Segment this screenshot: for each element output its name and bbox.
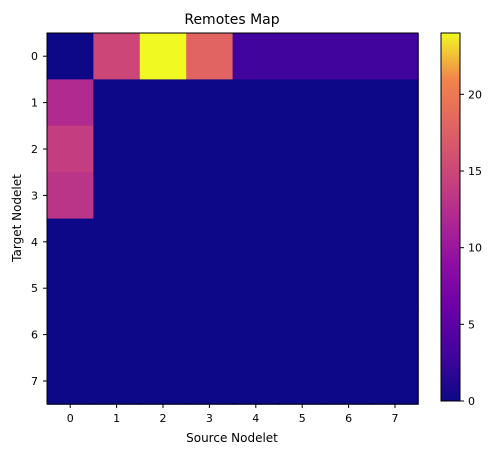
heatmap-cell — [93, 265, 141, 312]
heatmap-cell — [279, 125, 326, 173]
heatmap-cell — [186, 218, 234, 266]
heatmap-cell — [139, 172, 187, 220]
heatmap-cell — [232, 265, 280, 312]
plot-frame — [46, 32, 419, 405]
heatmap-cell — [371, 265, 419, 312]
heatmap-cell — [93, 125, 141, 173]
heatmap-cell — [325, 33, 373, 80]
x-tick-label: 4 — [252, 412, 259, 425]
colorbar — [440, 32, 461, 402]
heatmap-cell — [186, 79, 234, 127]
y-tick-label: 2 — [31, 143, 38, 156]
heatmap-cell — [325, 265, 373, 312]
heatmap-cell — [139, 125, 187, 173]
heatmap-cell — [47, 311, 94, 359]
heatmap-cell — [279, 79, 326, 127]
heatmap-cell — [279, 33, 326, 80]
heatmap-cell — [93, 311, 141, 359]
heatmap-cell — [232, 172, 280, 220]
x-tick-label: 3 — [206, 412, 213, 425]
x-axis-ticks: 0 1 2 3 4 5 6 7 — [67, 404, 399, 425]
y-tick-label: 0 — [31, 50, 38, 63]
heatmap-cell — [279, 172, 326, 220]
y-tick-label: 4 — [31, 236, 38, 249]
heatmap-cell — [325, 125, 373, 173]
heatmap-cell — [371, 33, 419, 80]
heatmap-cell — [371, 311, 419, 359]
y-tick-label: 6 — [31, 329, 38, 342]
heatmap-cell — [371, 357, 419, 405]
colorbar-tick-label: 5 — [468, 318, 475, 331]
x-axis-label: Source Nodelet — [186, 431, 278, 445]
heatmap-cell — [93, 79, 141, 127]
heatmap-cell — [93, 218, 141, 266]
y-tick-label: 5 — [31, 282, 38, 295]
y-axis-label: Target Nodelet — [10, 174, 24, 263]
heatmap-cell — [93, 33, 141, 80]
x-tick-label: 7 — [392, 412, 399, 425]
heatmap-cells — [47, 33, 419, 405]
heatmap-cell — [232, 357, 280, 405]
heatmap-cell — [186, 357, 234, 405]
heatmap-cell — [325, 357, 373, 405]
y-axis-ticks: 0 1 2 3 4 5 6 7 — [31, 50, 47, 388]
heatmap-cell — [186, 265, 234, 312]
heatmap-cell — [186, 311, 234, 359]
heatmap-cell — [139, 218, 187, 266]
heatmap-cell — [139, 357, 187, 405]
colorbar-tick-label: 15 — [468, 165, 482, 178]
heatmap-cell — [371, 218, 419, 266]
chart-title: Remotes Map — [184, 12, 279, 28]
heatmap-cell — [139, 265, 187, 312]
heatmap-cell — [232, 311, 280, 359]
heatmap-cell — [371, 172, 419, 220]
heatmap-cell — [325, 311, 373, 359]
heatmap-cell — [47, 79, 94, 127]
x-tick-label: 5 — [299, 412, 306, 425]
heatmap-cell — [139, 33, 187, 80]
x-tick-label: 2 — [160, 412, 167, 425]
heatmap-cell — [279, 357, 326, 405]
heatmap-cell — [186, 172, 234, 220]
x-tick-label: 6 — [345, 412, 352, 425]
heatmap-cell — [325, 218, 373, 266]
y-tick-label: 7 — [31, 375, 38, 388]
y-tick-label: 1 — [31, 97, 38, 110]
heatmap-cell — [47, 218, 94, 266]
heatmap-cell — [325, 79, 373, 127]
heatmap-cell — [47, 265, 94, 312]
colorbar-ticks: 0 5 10 15 20 — [460, 88, 482, 408]
heatmap-cell — [232, 125, 280, 173]
heatmap-cell — [139, 79, 187, 127]
heatmap-cell — [93, 172, 141, 220]
heatmap-cell — [232, 218, 280, 266]
heatmap-cell — [232, 33, 280, 80]
heatmap-cell — [371, 79, 419, 127]
heatmap-cell — [371, 125, 419, 173]
heatmap-cell — [47, 357, 94, 405]
heatmap-cell — [325, 172, 373, 220]
heatmap-cell — [186, 33, 234, 80]
heatmap-cell — [139, 311, 187, 359]
heatmap-cell — [47, 33, 94, 80]
heatmap-cell — [47, 125, 94, 173]
heatmap-cell — [47, 172, 94, 220]
y-tick-label: 3 — [31, 189, 38, 202]
heatmap-cell — [279, 311, 326, 359]
heatmap-cell — [93, 357, 141, 405]
heatmap-cell — [279, 265, 326, 312]
x-tick-label: 0 — [67, 412, 74, 425]
colorbar-tick-label: 20 — [468, 88, 482, 101]
colorbar-tick-label: 10 — [468, 242, 482, 255]
heatmap-cell — [186, 125, 234, 173]
heatmap-cell — [279, 218, 326, 266]
heatmap-cell — [232, 79, 280, 127]
x-tick-label: 1 — [113, 412, 120, 425]
colorbar-tick-label: 0 — [468, 395, 475, 408]
